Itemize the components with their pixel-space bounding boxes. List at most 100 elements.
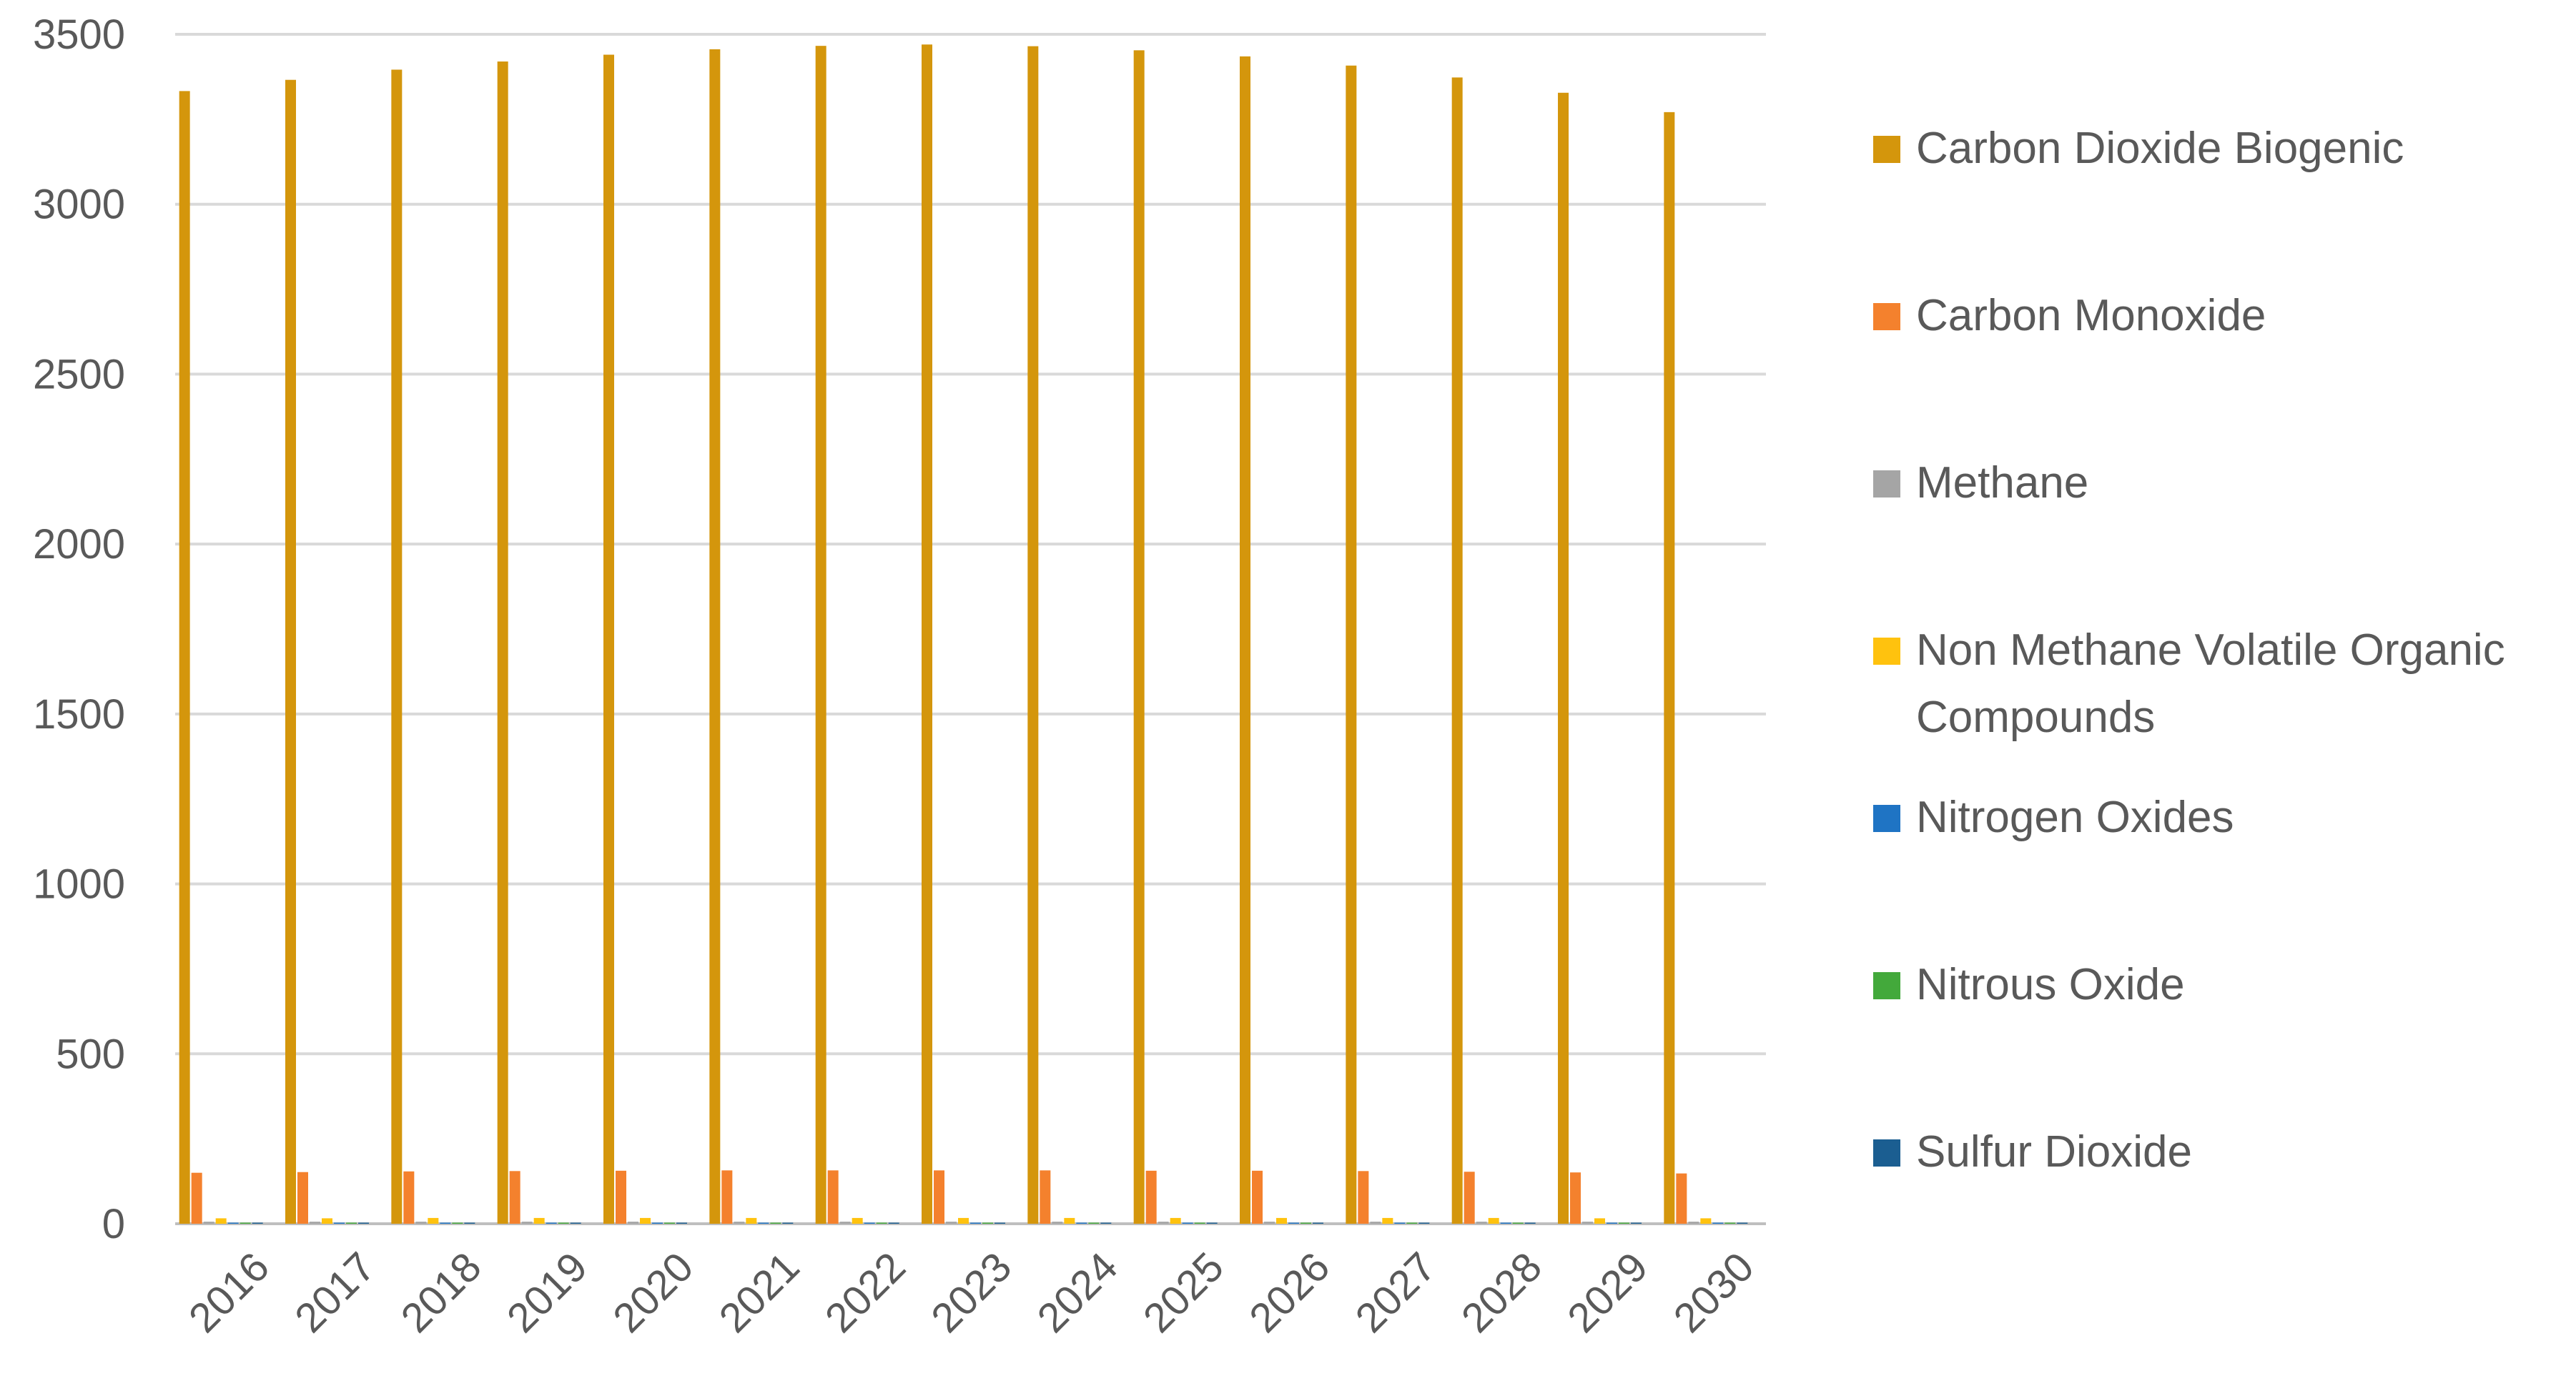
legend-swatch xyxy=(1873,136,1900,163)
bar-carbon-monoxide-2023 xyxy=(934,1170,944,1224)
bar-carbon-monoxide-2016 xyxy=(191,1172,202,1224)
bar-carbon-monoxide-2017 xyxy=(297,1172,308,1224)
bar-carbon-dioxide-biogenic-2022 xyxy=(815,46,826,1224)
bar-nitrous-oxide-2023 xyxy=(982,1222,993,1224)
bar-methane-2027 xyxy=(1370,1222,1381,1224)
bar-nitrogen-oxides-2016 xyxy=(227,1222,239,1224)
bar-non-methane-volatile-organic-compounds-2025 xyxy=(1170,1217,1181,1224)
legend-label: Carbon Monoxide xyxy=(1916,291,2266,340)
bar-sulfur-dioxide-2028 xyxy=(1524,1222,1536,1224)
bar-nitrogen-oxides-2021 xyxy=(758,1222,769,1224)
legend-label: Nitrogen Oxides xyxy=(1916,793,2234,842)
bar-sulfur-dioxide-2017 xyxy=(358,1222,369,1224)
bar-carbon-monoxide-2019 xyxy=(509,1171,520,1224)
bar-sulfur-dioxide-2016 xyxy=(252,1222,263,1224)
bar-carbon-dioxide-biogenic-2019 xyxy=(497,61,508,1224)
bar-carbon-monoxide-2022 xyxy=(827,1170,839,1224)
x-tick-label: 2027 xyxy=(1346,1244,1444,1342)
y-tick-label: 3000 xyxy=(33,182,125,228)
x-tick-label: 2020 xyxy=(604,1244,702,1342)
bar-carbon-dioxide-biogenic-2026 xyxy=(1240,56,1250,1224)
bar-methane-2024 xyxy=(1052,1222,1063,1224)
x-tick-label: 2019 xyxy=(498,1244,596,1342)
bar-carbon-dioxide-biogenic-2025 xyxy=(1133,50,1145,1224)
bar-non-methane-volatile-organic-compounds-2027 xyxy=(1382,1217,1393,1224)
bar-carbon-dioxide-biogenic-2017 xyxy=(285,79,296,1224)
bar-nitrous-oxide-2016 xyxy=(240,1222,251,1224)
bar-sulfur-dioxide-2029 xyxy=(1631,1222,1642,1224)
bar-nitrous-oxide-2027 xyxy=(1406,1222,1418,1224)
bar-non-methane-volatile-organic-compounds-2019 xyxy=(533,1217,545,1224)
x-tick-label: 2024 xyxy=(1028,1244,1126,1342)
bar-methane-2017 xyxy=(310,1222,320,1224)
legend: Carbon Dioxide Biogenic Carbon Monoxide Me… xyxy=(1873,124,2505,1177)
bar-carbon-dioxide-biogenic-2024 xyxy=(1027,46,1039,1224)
bar-non-methane-volatile-organic-compounds-2022 xyxy=(852,1217,863,1224)
y-tick-label: 0 xyxy=(102,1201,125,1247)
bar-methane-2026 xyxy=(1264,1222,1275,1224)
bar-nitrous-oxide-2026 xyxy=(1301,1222,1311,1224)
bar-non-methane-volatile-organic-compounds-2028 xyxy=(1488,1217,1499,1224)
legend-swatch xyxy=(1873,303,1900,330)
x-tick-label: 2025 xyxy=(1135,1244,1233,1342)
bar-non-methane-volatile-organic-compounds-2021 xyxy=(746,1217,757,1224)
legend-swatch xyxy=(1873,470,1900,498)
x-tick-label: 2028 xyxy=(1453,1244,1551,1342)
bar-nitrous-oxide-2021 xyxy=(770,1222,781,1224)
legend-label: Methane xyxy=(1916,458,2088,508)
legend-label: Sulfur Dioxide xyxy=(1916,1127,2192,1177)
y-tick-label: 1500 xyxy=(33,691,125,738)
bar-carbon-monoxide-2025 xyxy=(1145,1170,1157,1224)
bar-nitrogen-oxides-2018 xyxy=(440,1222,451,1224)
bar-nitrogen-oxides-2029 xyxy=(1607,1222,1617,1224)
bar-methane-2019 xyxy=(521,1222,533,1224)
y-tick-label: 2000 xyxy=(33,521,125,568)
bar-non-methane-volatile-organic-compounds-2023 xyxy=(958,1217,969,1224)
bar-nitrous-oxide-2020 xyxy=(664,1222,675,1224)
bar-methane-2018 xyxy=(415,1222,427,1224)
bar-carbon-dioxide-biogenic-2016 xyxy=(179,91,190,1224)
bar-nitrous-oxide-2025 xyxy=(1194,1222,1205,1224)
bar-nitrous-oxide-2019 xyxy=(558,1222,569,1224)
bar-nitrogen-oxides-2027 xyxy=(1394,1222,1406,1224)
bar-non-methane-volatile-organic-compounds-2018 xyxy=(428,1217,439,1224)
bar-sulfur-dioxide-2020 xyxy=(676,1222,687,1224)
bar-nitrous-oxide-2029 xyxy=(1619,1222,1629,1224)
y-tick-label: 2500 xyxy=(33,351,125,397)
bar-methane-2023 xyxy=(946,1222,957,1224)
bar-methane-2029 xyxy=(1582,1222,1593,1224)
bar-methane-2025 xyxy=(1158,1222,1169,1224)
legend-swatch xyxy=(1873,805,1900,832)
bar-carbon-dioxide-biogenic-2018 xyxy=(391,69,403,1224)
bar-sulfur-dioxide-2030 xyxy=(1737,1222,1748,1224)
bar-non-methane-volatile-organic-compounds-2029 xyxy=(1594,1218,1605,1224)
bar-carbon-monoxide-2021 xyxy=(721,1170,733,1224)
bar-sulfur-dioxide-2018 xyxy=(464,1222,475,1224)
legend-label: Non Methane Volatile Organic Compounds xyxy=(1916,625,2505,742)
bar-carbon-dioxide-biogenic-2021 xyxy=(709,49,721,1224)
bar-sulfur-dioxide-2026 xyxy=(1313,1222,1323,1224)
bar-nitrous-oxide-2017 xyxy=(346,1222,357,1224)
bar-non-methane-volatile-organic-compounds-2017 xyxy=(322,1218,332,1224)
y-tick-label: 1000 xyxy=(33,861,125,908)
bar-carbon-monoxide-2030 xyxy=(1676,1173,1687,1224)
y-tick-label: 500 xyxy=(56,1031,125,1077)
legend-swatch xyxy=(1873,972,1900,999)
bar-carbon-monoxide-2028 xyxy=(1464,1172,1475,1224)
bar-carbon-dioxide-biogenic-2029 xyxy=(1558,92,1569,1224)
bar-methane-2016 xyxy=(203,1222,214,1224)
bar-nitrous-oxide-2030 xyxy=(1724,1222,1736,1224)
legend-swatch xyxy=(1873,638,1900,665)
legend-label: Nitrous Oxide xyxy=(1916,960,2185,1009)
x-tick-label: 2029 xyxy=(1559,1244,1657,1342)
bar-non-methane-volatile-organic-compounds-2020 xyxy=(640,1217,651,1224)
legend-swatch xyxy=(1873,1139,1900,1167)
bar-non-methane-volatile-organic-compounds-2030 xyxy=(1700,1218,1712,1224)
bar-methane-2020 xyxy=(628,1222,638,1224)
x-tick-label: 2018 xyxy=(392,1244,490,1342)
x-tick-label: 2023 xyxy=(922,1244,1020,1342)
bar-nitrogen-oxides-2030 xyxy=(1712,1222,1724,1224)
bar-series xyxy=(179,44,1748,1224)
bar-nitrogen-oxides-2024 xyxy=(1076,1222,1087,1224)
